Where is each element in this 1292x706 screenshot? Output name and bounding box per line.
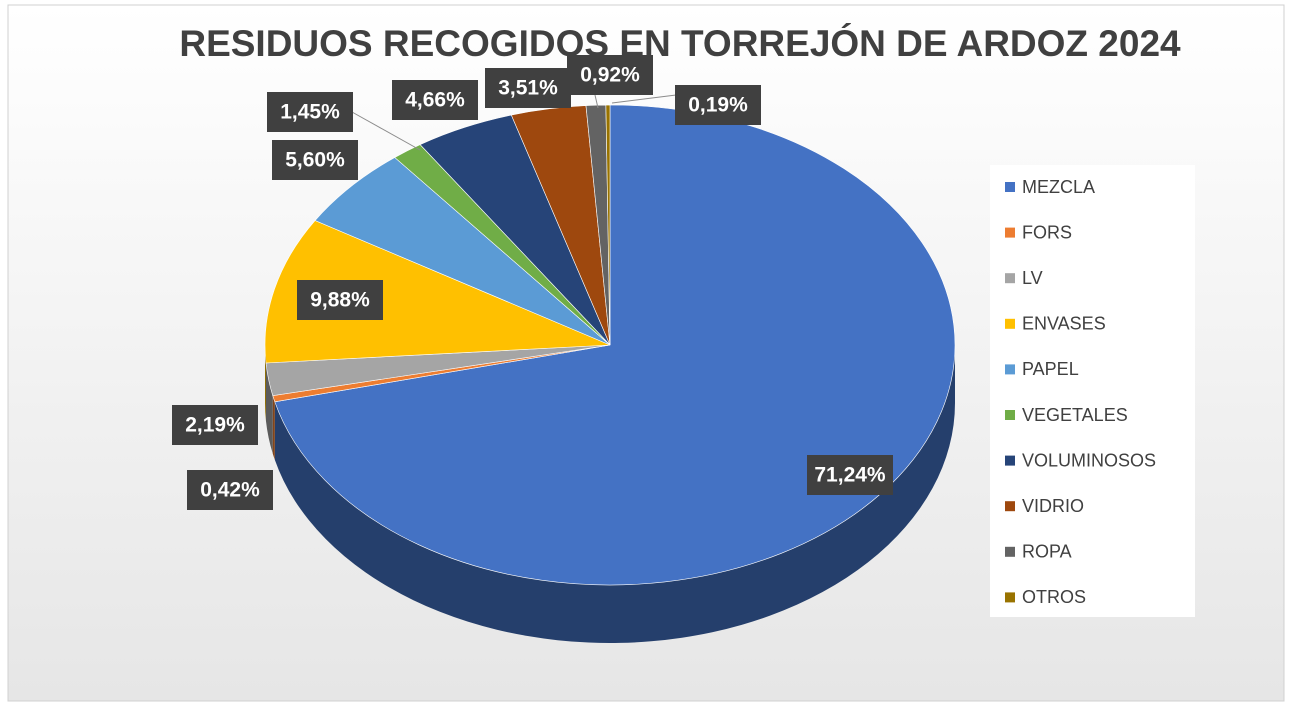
data-label-box xyxy=(187,470,273,510)
data-label: 71,24% xyxy=(814,464,886,487)
legend-label: LV xyxy=(1022,268,1043,288)
data-label-box xyxy=(272,140,358,180)
legend-label: VEGETALES xyxy=(1022,405,1128,425)
legend-label: PAPEL xyxy=(1022,359,1079,379)
data-label: 9,88% xyxy=(310,289,370,312)
leader-line xyxy=(611,94,677,104)
data-label: 0,19% xyxy=(688,94,748,117)
legend-swatch xyxy=(1005,364,1015,375)
data-label-box xyxy=(297,280,383,320)
legend-label: VOLUMINOSOS xyxy=(1022,450,1156,470)
data-label: 0,42% xyxy=(200,479,260,502)
slice-side xyxy=(265,362,273,454)
legend-label: VIDRIO xyxy=(1022,496,1084,516)
legend-swatch xyxy=(1005,227,1015,238)
leader-line xyxy=(351,111,421,151)
legend-swatch xyxy=(1005,182,1015,192)
legend-swatch xyxy=(1005,501,1015,512)
legend-label: OTROS xyxy=(1022,587,1086,607)
data-label: 3,51% xyxy=(498,77,558,100)
legend-swatch xyxy=(1005,273,1015,284)
leader-line xyxy=(594,94,599,109)
data-label-box xyxy=(172,405,258,445)
legend-swatch xyxy=(1005,318,1015,329)
legend-label: ENVASES xyxy=(1022,314,1106,334)
data-label: 2,19% xyxy=(185,414,245,437)
data-label-box xyxy=(675,85,761,125)
data-label: 0,92% xyxy=(580,64,640,87)
data-label-box xyxy=(267,92,353,132)
data-label-box xyxy=(807,455,893,495)
slice-side xyxy=(272,395,275,460)
data-label-box xyxy=(392,80,478,120)
legend-swatch xyxy=(1005,592,1015,603)
data-label: 4,66% xyxy=(405,89,465,112)
legend-label: FORS xyxy=(1022,222,1072,242)
data-label: 1,45% xyxy=(280,101,340,124)
data-label-box xyxy=(567,55,653,95)
data-label-box xyxy=(485,68,571,108)
slice-side xyxy=(265,345,266,421)
legend-box xyxy=(990,165,1195,617)
slice xyxy=(264,220,611,364)
slice xyxy=(605,104,611,346)
chart-title: RESIDUOS RECOGIDOS EN TORREJÓN DE ARDOZ … xyxy=(179,22,1181,64)
legend-swatch xyxy=(1005,546,1015,557)
legend-label: ROPA xyxy=(1022,542,1072,562)
legend-swatch xyxy=(1005,410,1015,420)
data-label: 5,60% xyxy=(285,149,345,172)
slice-side xyxy=(274,345,956,643)
legend-swatch xyxy=(1005,455,1015,466)
legend-label: MEZCLA xyxy=(1022,177,1095,197)
